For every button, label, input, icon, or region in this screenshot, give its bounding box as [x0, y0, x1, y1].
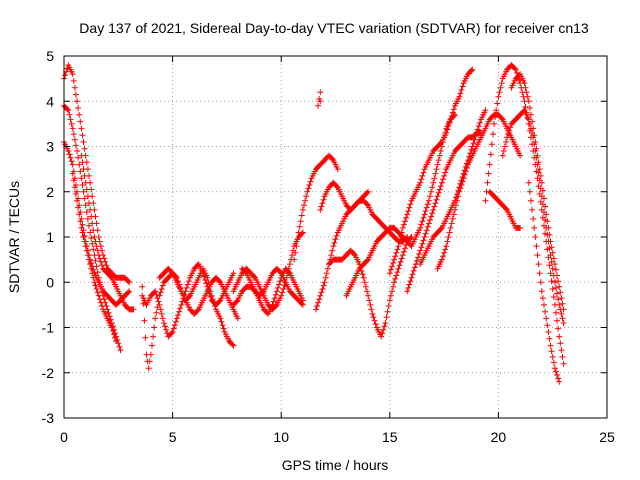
x-tick-label: 15: [382, 429, 398, 445]
point-markers: [508, 71, 567, 313]
point-markers: [486, 188, 524, 231]
point-markers: [315, 89, 324, 109]
x-tick-label: 0: [60, 429, 68, 445]
point-markers: [69, 170, 120, 345]
y-tick-label: 1: [46, 229, 54, 245]
point-markers: [326, 234, 415, 340]
series-spike: [315, 89, 324, 109]
y-axis-label: SDTVAR / TECUs: [6, 181, 22, 293]
x-axis-ticks: 0 5 10 15 20 25: [60, 56, 615, 445]
point-markers: [239, 265, 306, 308]
series-late-b: [486, 188, 524, 231]
y-tick-label: 3: [46, 139, 54, 155]
series-rise-a: [291, 152, 341, 263]
x-tick-label: 20: [491, 429, 507, 445]
point-markers: [499, 107, 567, 326]
x-tick-label: 25: [599, 429, 615, 445]
point-markers: [525, 179, 563, 385]
y-tick-label: -2: [42, 365, 55, 381]
y-tick-label: -1: [42, 320, 55, 336]
x-axis-label: GPS time / hours: [282, 457, 389, 473]
series-late-e: [508, 71, 567, 313]
y-tick-label: -3: [42, 410, 55, 426]
series-eve-a: [326, 234, 415, 340]
point-markers: [386, 66, 476, 277]
series-late-c: [499, 107, 567, 326]
series-day-c: [239, 265, 306, 308]
point-markers: [156, 265, 241, 322]
point-markers: [417, 107, 489, 268]
y-tick-label: 0: [46, 274, 54, 290]
x-tick-label: 5: [169, 429, 177, 445]
y-tick-label: 4: [46, 93, 54, 109]
series-track-d: [69, 170, 120, 345]
y-axis-ticks: -3 -2 -1 0 1 2 3 4 5: [42, 48, 607, 426]
point-markers: [317, 179, 372, 213]
series-eve-c: [386, 66, 476, 277]
y-tick-label: 5: [46, 48, 54, 64]
x-tick-label: 10: [273, 429, 289, 445]
series-track-e: [78, 152, 137, 313]
series-rise-c: [317, 179, 372, 213]
chart-title: Day 137 of 2021, Sidereal Day-to-day VTE…: [79, 20, 589, 36]
series-eve-f: [434, 111, 524, 272]
y-tick-label: 2: [46, 184, 54, 200]
series-late-d: [525, 179, 563, 385]
series-eve-e: [417, 107, 489, 268]
point-markers: [434, 111, 524, 272]
series-night-c: [156, 265, 241, 322]
point-markers: [291, 152, 341, 263]
point-markers: [78, 152, 137, 313]
